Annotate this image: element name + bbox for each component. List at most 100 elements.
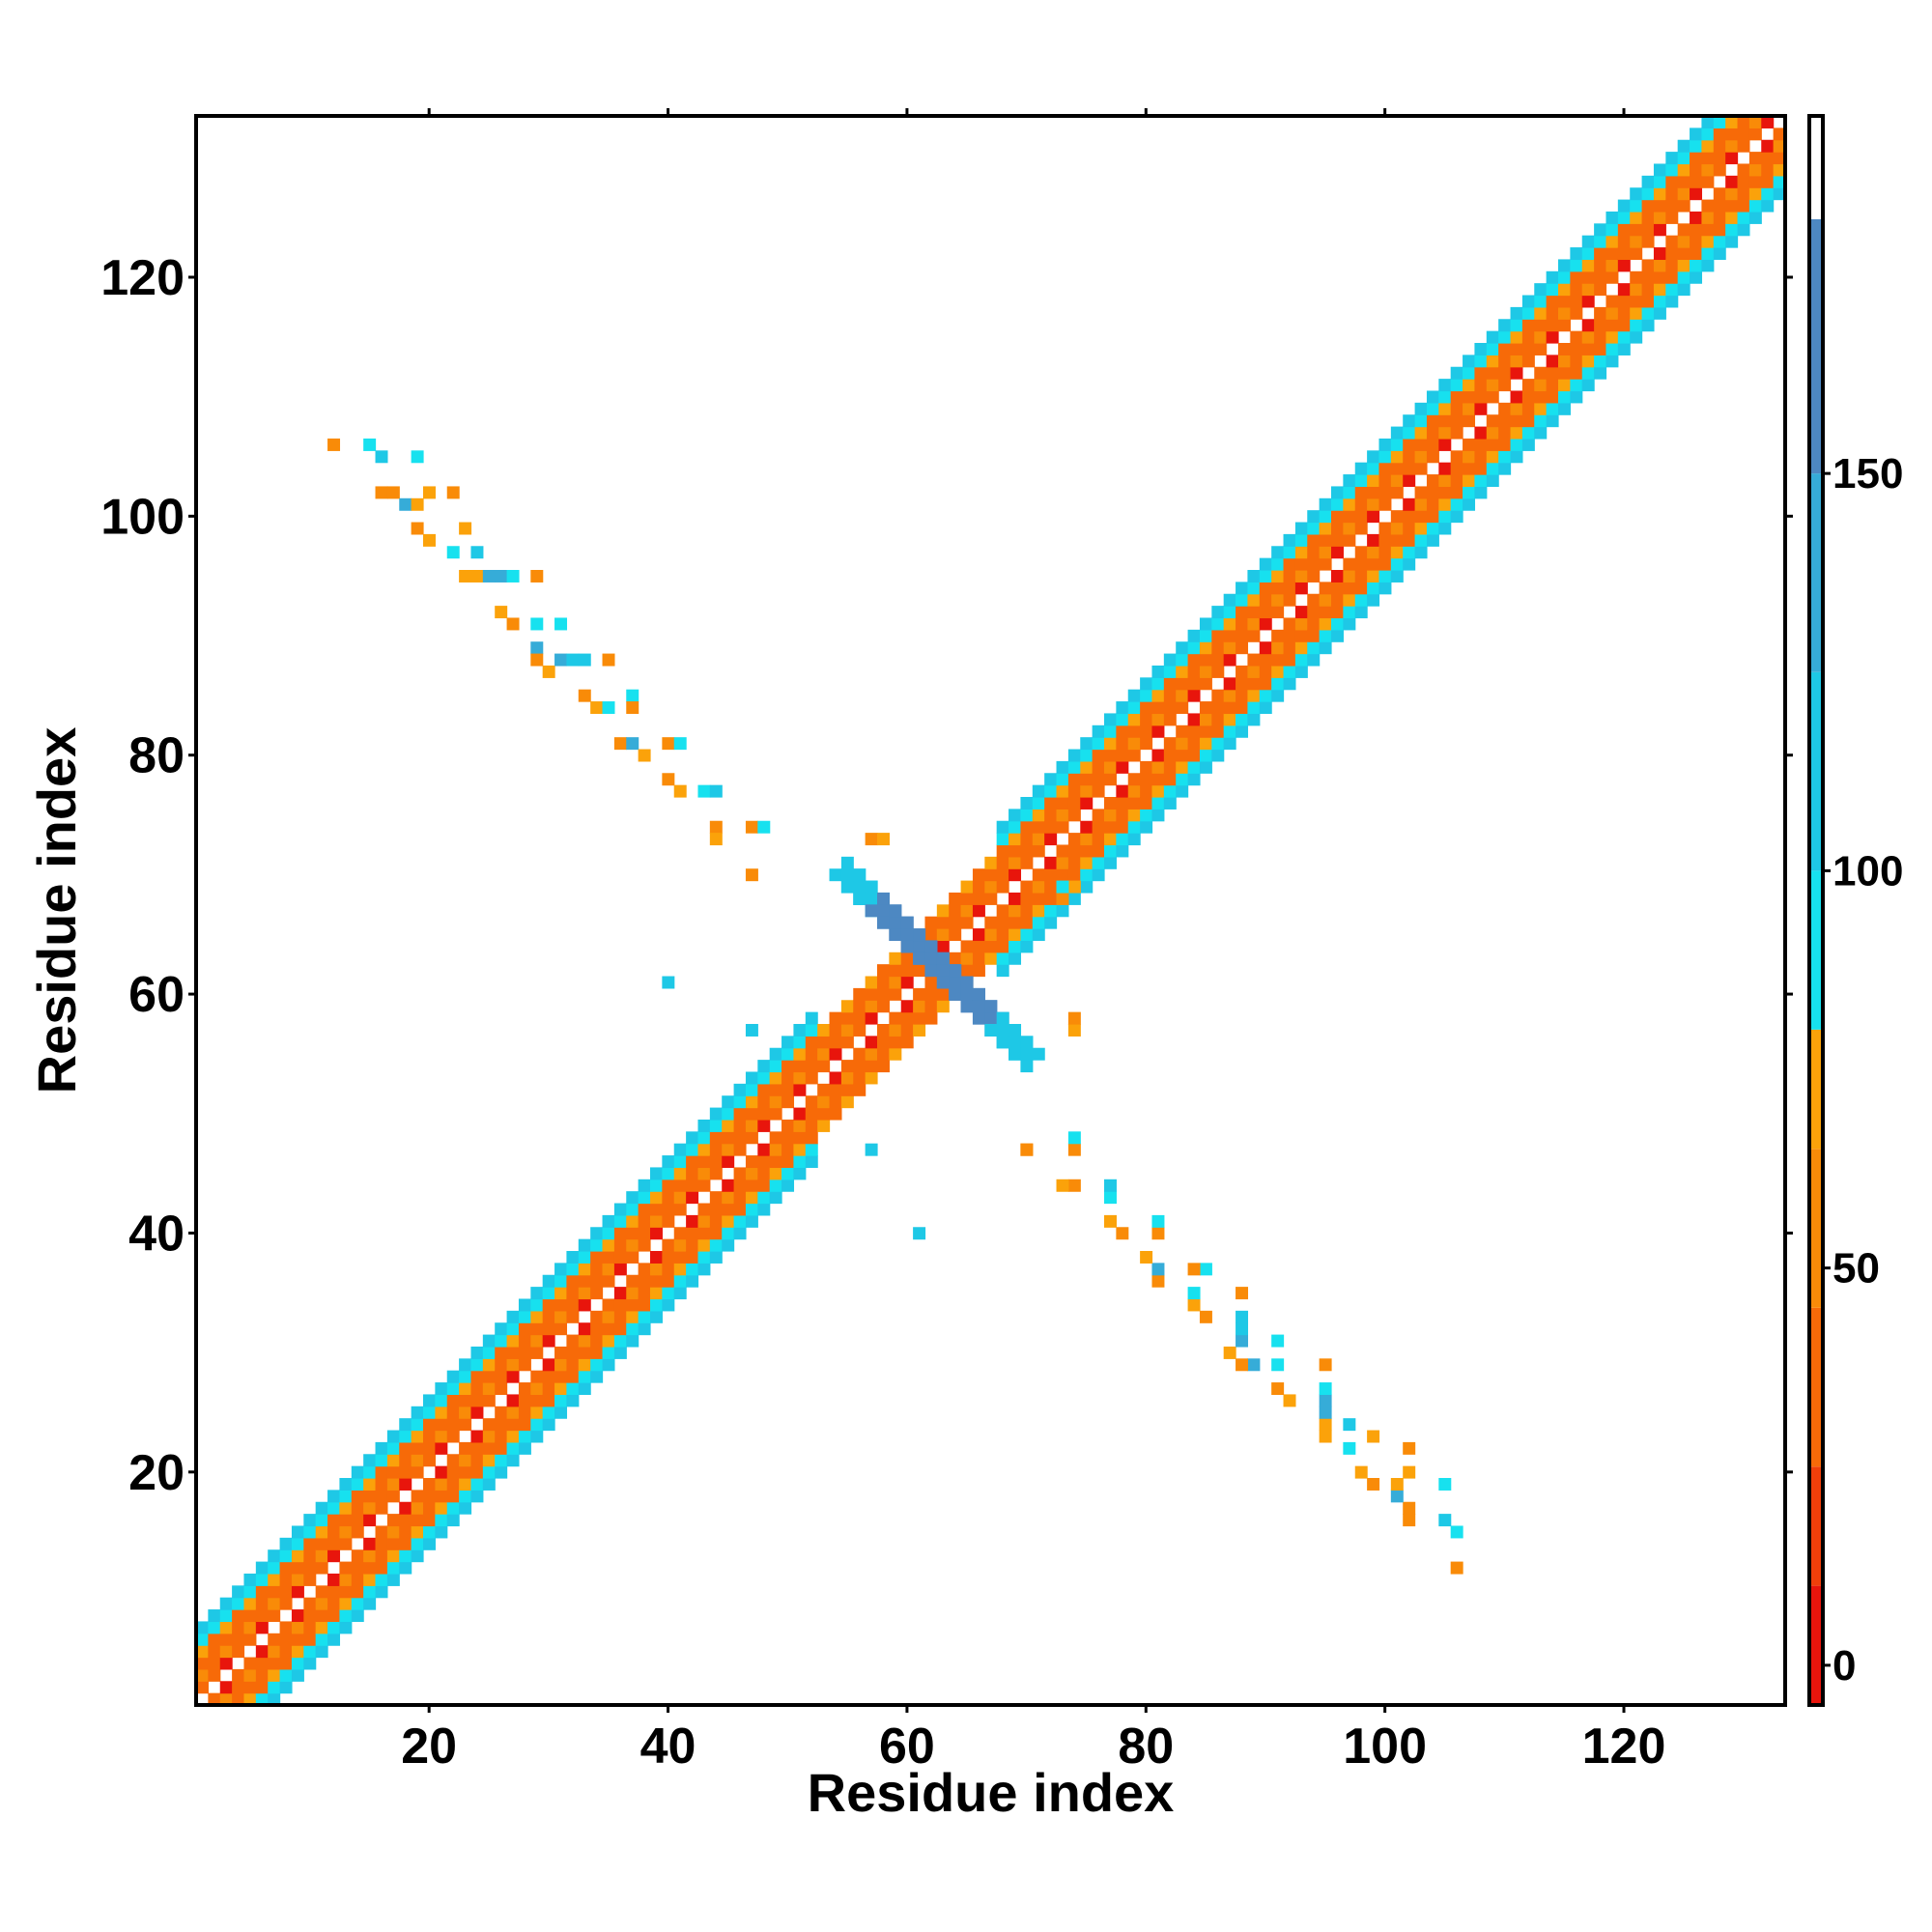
heatmap-cell [1176, 665, 1189, 678]
heatmap-cell [722, 1119, 735, 1132]
heatmap-cell [1677, 152, 1690, 165]
heatmap-cell [1653, 306, 1666, 320]
heatmap-cell [1701, 199, 1715, 213]
heatmap-cell [1343, 510, 1356, 524]
heatmap-cell [662, 1167, 675, 1180]
heatmap-cell [1032, 880, 1045, 894]
heatmap-cell [375, 1478, 388, 1491]
heatmap-cell [1510, 426, 1523, 440]
heatmap-cell [1725, 223, 1739, 237]
heatmap-cell [1104, 749, 1117, 762]
x-tick-label: 100 [1343, 1719, 1427, 1775]
heatmap-cell [889, 1036, 902, 1049]
heatmap-cell [1463, 402, 1476, 415]
heatmap-cell [196, 1657, 209, 1670]
heatmap-cell [673, 1203, 687, 1216]
heatmap-cell [375, 1525, 388, 1539]
heatmap-cell [1151, 1227, 1165, 1240]
heatmap-cell [996, 856, 1009, 869]
heatmap-cell [1725, 175, 1739, 188]
heatmap-cell [554, 1358, 568, 1372]
heatmap-cell [1463, 486, 1476, 499]
heatmap-cell [972, 940, 985, 953]
heatmap-cell [351, 1549, 364, 1563]
heatmap-cell [662, 737, 675, 751]
heatmap-cell [351, 1514, 364, 1527]
heatmap-cell [1067, 809, 1081, 822]
heatmap-cell [1283, 641, 1296, 655]
heatmap-cell [889, 904, 902, 918]
heatmap-cell [1092, 844, 1105, 858]
heatmap-cell [590, 1274, 604, 1288]
heatmap-cell [1414, 450, 1428, 464]
heatmap-cell [853, 1047, 867, 1061]
heatmap-cell [1534, 319, 1548, 332]
heatmap-cell [769, 1155, 782, 1169]
heatmap-cell [984, 1024, 998, 1037]
heatmap-cell [1665, 211, 1679, 224]
heatmap-cell [769, 1143, 782, 1156]
heatmap-cell [1199, 760, 1212, 774]
heatmap-cell [793, 1131, 807, 1145]
heatmap-cell [232, 1585, 245, 1599]
heatmap-cell [1463, 366, 1476, 380]
heatmap-cell [554, 1263, 568, 1276]
heatmap-cell [709, 1227, 723, 1240]
heatmap-cell [566, 1346, 580, 1359]
heatmap-cell [709, 1155, 723, 1169]
heatmap-cell [1378, 582, 1392, 595]
heatmap-cell [1104, 737, 1117, 751]
heatmap-cell [722, 1155, 735, 1169]
heatmap-cell [1067, 880, 1081, 894]
heatmap-cell [1570, 247, 1583, 261]
heatmap-cell [793, 1083, 807, 1096]
heatmap-cell [1163, 713, 1177, 726]
heatmap-cell [913, 1011, 926, 1025]
heatmap-cell [219, 1621, 233, 1634]
heatmap-cell [495, 1358, 508, 1372]
heatmap-cell [459, 1465, 472, 1479]
heatmap-cell [1594, 283, 1607, 297]
heatmap-cell [1426, 390, 1439, 404]
heatmap-cell [375, 1490, 388, 1503]
heatmap-cell [208, 1609, 221, 1623]
heatmap-cell [1116, 724, 1129, 738]
heatmap-cell [1367, 593, 1380, 607]
heatmap-cell [1463, 497, 1476, 511]
heatmap-cell [1271, 1358, 1285, 1372]
heatmap-cell [303, 1609, 317, 1623]
heatmap-cell [219, 1597, 233, 1610]
heatmap-cell [1581, 379, 1595, 392]
heatmap-cell [1176, 737, 1189, 751]
heatmap-cell [554, 1287, 568, 1300]
heatmap-cell [913, 964, 926, 978]
heatmap-cell [949, 976, 962, 989]
heatmap-cell [996, 928, 1009, 942]
heatmap-cell [1690, 211, 1703, 224]
heatmap-cell [315, 1633, 328, 1646]
heatmap-cell [865, 904, 878, 918]
heatmap-cell [638, 1287, 651, 1300]
heatmap-cell [733, 1191, 747, 1205]
heatmap-cell [1498, 355, 1512, 368]
heatmap-cell [697, 1214, 711, 1228]
heatmap-cell [1187, 737, 1201, 751]
heatmap-cell [1140, 773, 1153, 786]
heatmap-cell [375, 486, 388, 499]
heatmap-cell [386, 1478, 400, 1491]
heatmap-cell [913, 1000, 926, 1013]
heatmap-cell [1187, 773, 1201, 786]
heatmap-cell [613, 1214, 627, 1228]
heatmap-cell [327, 1490, 341, 1503]
heatmap-cell [1713, 211, 1726, 224]
heatmap-cell [662, 1251, 675, 1264]
heatmap-cell [1367, 533, 1380, 547]
heatmap-cell [482, 1334, 496, 1348]
heatmap-cell [626, 1322, 639, 1336]
x-tick-label: 80 [1118, 1719, 1174, 1775]
heatmap-cell [1737, 128, 1750, 141]
heatmap-cell [363, 1465, 377, 1479]
heatmap-cell [877, 833, 890, 846]
heatmap-cell [913, 940, 926, 953]
heatmap-cell [375, 1501, 388, 1515]
